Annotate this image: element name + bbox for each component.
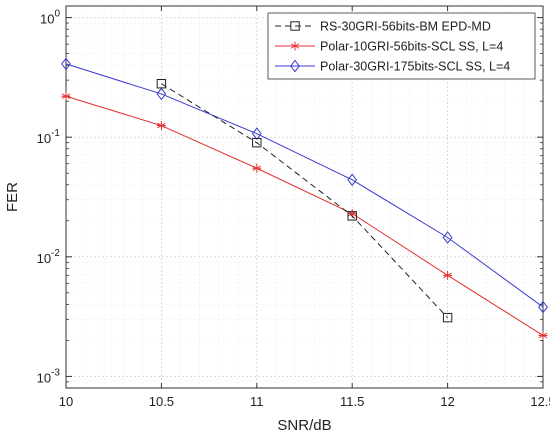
y-tick-labels: 10-3 10-2 10-1 100 xyxy=(37,9,61,386)
legend-entry: RS-30GRI-56bits-BM EPD-MD xyxy=(275,20,491,34)
x-tick-label: 12 xyxy=(440,394,454,409)
x-tick-label: 10.5 xyxy=(149,394,174,409)
legend-entry: Polar-30GRI-175bits-SCL SS, L=4 xyxy=(275,60,510,74)
series-line xyxy=(65,95,544,336)
x-tick-label: 12.5 xyxy=(530,394,550,409)
series-line xyxy=(65,63,544,308)
series-point xyxy=(156,87,167,101)
x-tick-label: 11.5 xyxy=(340,394,364,409)
legend-marker xyxy=(290,41,300,51)
series-1 xyxy=(156,79,453,323)
series-point xyxy=(251,127,262,140)
series-line xyxy=(161,83,448,318)
series-point xyxy=(347,209,357,219)
y-tick-label: 100 xyxy=(40,9,60,27)
series-3 xyxy=(61,57,548,314)
x-tick-label: 11 xyxy=(250,394,264,409)
legend-entry: Polar-10GRI-56bits-SCL SS, L=4 xyxy=(275,40,503,54)
series-point xyxy=(347,211,357,221)
legend-marker xyxy=(290,21,300,31)
series-point xyxy=(347,173,358,187)
y-tick-label: 10-2 xyxy=(37,248,61,266)
series-point xyxy=(61,91,71,101)
x-axis-label: SNR/dB xyxy=(277,417,331,434)
series-point xyxy=(442,231,453,244)
x-tick-labels: 10 10.5 11 11.5 12 12.5 xyxy=(59,394,550,409)
legend: RS-30GRI-56bits-BM EPD-MD Polar-10GRI-56b… xyxy=(267,12,536,80)
series-point xyxy=(156,121,166,131)
series-2 xyxy=(61,91,548,340)
x-tick-label: 10 xyxy=(59,394,73,409)
series-point xyxy=(61,57,71,71)
legend-label: Polar-10GRI-56bits-SCL SS, L=4 xyxy=(320,40,503,54)
legend-marker xyxy=(290,59,300,73)
series-point xyxy=(538,330,548,340)
legend-label: Polar-30GRI-175bits-SCL SS, L=4 xyxy=(320,60,510,74)
series-point xyxy=(252,137,262,148)
y-tick-label: 10-1 xyxy=(37,128,61,146)
series-point xyxy=(443,270,453,280)
y-tick-label: 10-3 xyxy=(37,367,61,385)
series-point xyxy=(252,163,262,173)
series-point xyxy=(538,300,548,314)
series-point xyxy=(442,312,453,323)
legend-label: RS-30GRI-56bits-BM EPD-MD xyxy=(320,20,491,34)
plot-area-frame xyxy=(65,5,544,389)
series-layer xyxy=(61,57,548,340)
series-point xyxy=(156,79,167,89)
y-axis-label: FER xyxy=(4,182,21,212)
